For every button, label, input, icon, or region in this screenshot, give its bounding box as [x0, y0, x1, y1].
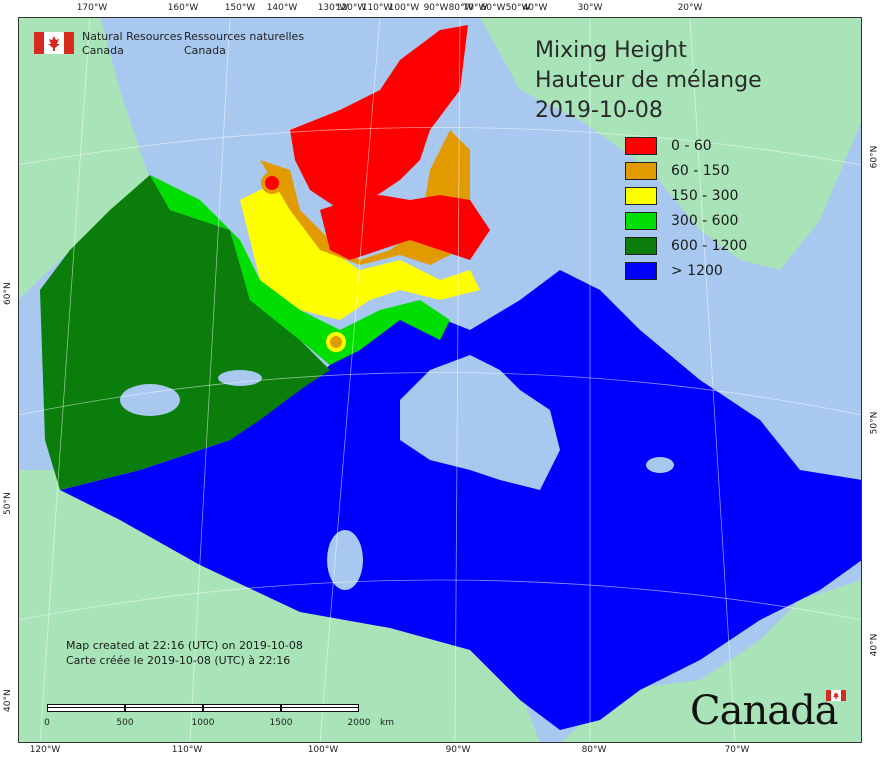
legend-label: 60 - 150 — [671, 162, 730, 179]
tick-top: 120°W — [335, 3, 367, 13]
legend-label: 300 - 600 — [671, 212, 739, 229]
tick-top: 70°W — [462, 3, 488, 13]
region-0-60-islands — [320, 195, 490, 260]
tick-left: 60°N — [3, 282, 13, 305]
region-60-150 — [260, 130, 470, 265]
legend-item: 150 - 300 — [625, 183, 747, 208]
tick-left: 50°N — [3, 492, 13, 515]
title-fr: Hauteur de mélange — [535, 68, 762, 93]
created-fr: Carte créée le 2019-10-08 (UTC) à 22:16 — [66, 654, 291, 667]
scale-label: 1000 — [191, 718, 215, 728]
lake — [646, 457, 674, 473]
legend-swatch — [625, 136, 657, 155]
tick-bottom: 90°W — [445, 745, 471, 755]
legend-label: > 1200 — [671, 262, 723, 279]
tick-top: 110°W — [361, 3, 393, 13]
tick-top: 40°W — [522, 3, 548, 13]
tick-right: 60°N — [869, 145, 880, 169]
lake — [218, 370, 262, 386]
agency-name-fr: Ressources naturelles Canada — [184, 30, 305, 57]
legend-item: 300 - 600 — [625, 208, 747, 233]
created-en: Map created at 22:16 (UTC) on 2019-10-08 — [66, 639, 303, 652]
legend-item: > 1200 — [625, 258, 747, 283]
tick-right: 50°N — [869, 411, 880, 435]
tick-top: 150°W — [224, 3, 256, 13]
scale-segment — [203, 704, 281, 712]
legend-swatch — [625, 236, 657, 255]
map-created-note: Map created at 22:16 (UTC) on 2019-10-08… — [66, 638, 303, 668]
legend-swatch — [625, 161, 657, 180]
lake — [120, 384, 180, 416]
map-title: Mixing Height Hauteur de mélange 2019-10… — [535, 36, 762, 126]
hotspot — [261, 172, 283, 194]
canada-wordmark: Canada — [690, 688, 839, 734]
legend-item: 60 - 150 — [625, 158, 747, 183]
tick-left: 40°N — [3, 689, 13, 712]
region-over-1200 — [60, 270, 862, 730]
hudson-bay — [400, 355, 560, 490]
hotspot — [326, 332, 346, 352]
legend-label: 600 - 1200 — [671, 237, 748, 254]
region-0-60 — [290, 25, 468, 210]
legend-swatch — [625, 186, 657, 205]
tick-top: 80°W — [448, 3, 474, 13]
tick-bottom: 80°W — [581, 745, 607, 755]
tick-top: 170°W — [76, 3, 108, 13]
region-150-300 — [240, 180, 480, 320]
scale-label: 0 — [44, 718, 50, 728]
usa-land — [18, 470, 540, 743]
graticule — [17, 16, 863, 744]
scale-label: 1500 — [269, 718, 293, 728]
tick-bottom: 100°W — [307, 745, 339, 755]
tick-top: 30°W — [577, 3, 603, 13]
lake — [327, 530, 363, 590]
tick-top: 130°W — [317, 3, 349, 13]
greenland-land — [480, 17, 862, 270]
alaska-land — [18, 17, 150, 300]
agency-name-en: Natural Resources Canada — [82, 30, 183, 57]
legend-item: 0 - 60 — [625, 133, 747, 158]
tick-top: 20°W — [677, 3, 703, 13]
tick-top: 60°W — [480, 3, 506, 13]
region-600-1200 — [40, 175, 330, 490]
scale-segment — [47, 704, 125, 712]
tick-bottom: 120°W — [29, 745, 61, 755]
tick-bottom: 70°W — [724, 745, 750, 755]
title-en: Mixing Height — [535, 38, 687, 63]
tick-bottom: 110°W — [171, 745, 203, 755]
legend-swatch — [625, 261, 657, 280]
legend-swatch — [625, 211, 657, 230]
tick-top: 140°W — [266, 3, 298, 13]
scale-segment — [281, 704, 359, 712]
scale-midline — [47, 707, 359, 708]
scale-label: 500 — [116, 718, 134, 728]
scale-unit: km — [380, 718, 394, 728]
canada-flag-icon — [34, 32, 74, 54]
tick-top: 50°W — [505, 3, 531, 13]
title-date: 2019-10-08 — [535, 98, 663, 123]
legend-label: 0 - 60 — [671, 137, 712, 154]
scale-segment — [125, 704, 203, 712]
legend: 0 - 60 60 - 150 150 - 300 300 - 600 600 … — [625, 133, 747, 283]
legend-item: 600 - 1200 — [625, 233, 747, 258]
legend-label: 150 - 300 — [671, 187, 739, 204]
canada-flag-icon — [826, 690, 846, 701]
tick-right: 40°N — [869, 633, 880, 657]
tick-top: 90°W — [423, 3, 449, 13]
tick-top: 100°W — [388, 3, 420, 13]
tick-top: 160°W — [167, 3, 199, 13]
scale-label: 2000 — [347, 718, 371, 728]
region-300-600 — [150, 175, 450, 365]
usa-east-land — [560, 580, 862, 743]
